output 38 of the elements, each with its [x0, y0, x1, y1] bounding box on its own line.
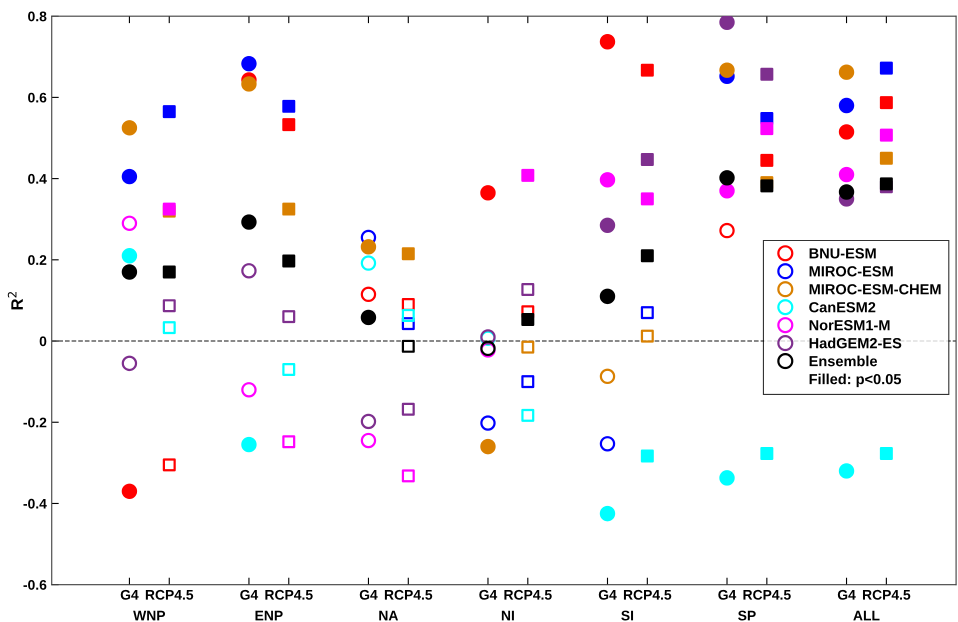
text: SI [621, 610, 634, 620]
x-tick-label: RCP4.5 [743, 590, 791, 600]
text: ENP [256, 610, 283, 620]
y-tick-label: 0 [40, 336, 46, 346]
y-tick-label: -0.2 [23, 418, 46, 428]
text: SP [738, 610, 756, 620]
legend-label: CanESM2 [809, 302, 876, 312]
x-tick-label: G4 [598, 590, 617, 600]
x-tick-label: G4 [240, 590, 258, 600]
y-tick-label: -0.6 [23, 580, 46, 590]
x-tick-label: RCP4.5 [384, 590, 432, 600]
text: WNP [133, 610, 166, 620]
x-tick-label: RCP4.5 [624, 590, 672, 600]
x-tick-label: G4 [838, 590, 856, 600]
x-tick-label: G4 [360, 590, 378, 600]
y-tick-label: 0.2 [28, 255, 46, 265]
legend-label: BNU-ESM [810, 248, 876, 259]
y-tick-label: 0.4 [28, 174, 47, 184]
text: NA [379, 610, 398, 620]
legend-label: MIROC-ESM-CHEM [810, 284, 941, 294]
legend-label: NorESM1-M [810, 320, 890, 330]
y-tick-label: -0.4 [23, 498, 47, 509]
y-axis-title: R$^{2}$ [8, 292, 23, 310]
annotation: Filled: p<0.05 [810, 374, 902, 388]
x-tick-label: RCP4.5 [146, 590, 194, 600]
x-tick-label: G4 [120, 590, 139, 600]
legend-label: MIROC-ESM [810, 266, 893, 276]
x-tick-label: RCP4.5 [504, 590, 552, 600]
legend-label: HadGEM2-ES [810, 338, 902, 348]
text: NI [502, 610, 514, 620]
text: ALL [853, 610, 880, 620]
x-tick-label: RCP4.5 [862, 590, 910, 600]
y-tick-label: 0.8 [28, 12, 46, 22]
x-tick-label: RCP4.5 [265, 590, 313, 600]
x-tick-label: G4 [479, 590, 498, 600]
y-tick-label: 0.6 [28, 92, 46, 103]
x-tick-label: G4 [718, 590, 736, 600]
legend-label: Ensemble [810, 356, 878, 366]
